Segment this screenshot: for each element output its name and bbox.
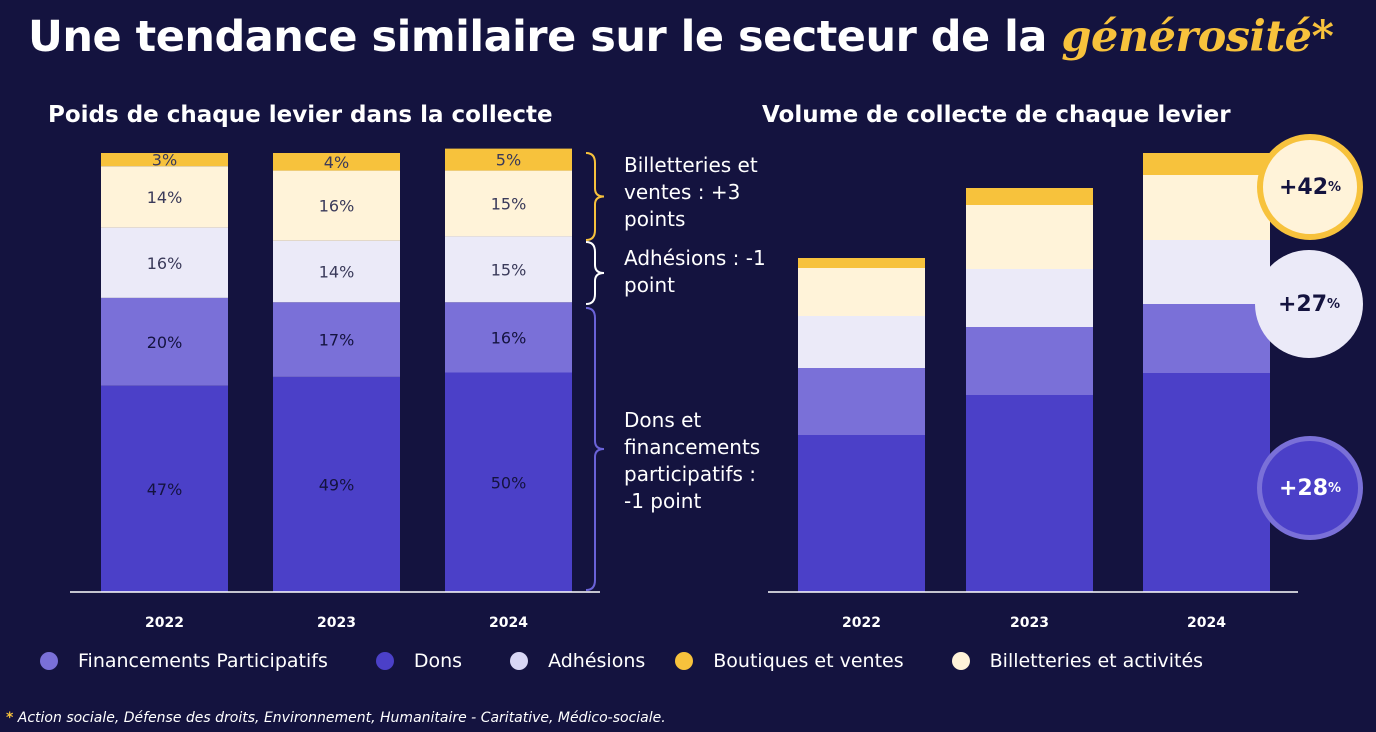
- legend-item: Financements Participatifs: [40, 650, 328, 672]
- data-label: 50%: [491, 473, 527, 492]
- bar-segment: [798, 435, 925, 592]
- legend: Financements Participatifs Dons Adhésion…: [40, 650, 1251, 672]
- legend-dot-icon: [375, 652, 394, 670]
- bar-segment: [445, 148, 572, 171]
- legend-dot-icon: [40, 652, 58, 670]
- footnote: * Action sociale, Défense des droits, En…: [6, 710, 666, 726]
- right-chart-title: Volume de collecte de chaque levier: [762, 102, 1231, 128]
- bar-segment: [445, 302, 572, 373]
- badge-28: +28%: [1257, 436, 1363, 540]
- data-label: 3%: [152, 151, 177, 170]
- bar-segment: [1143, 153, 1270, 175]
- data-label: 4%: [324, 153, 349, 172]
- badge-27: +27%: [1255, 250, 1363, 358]
- bar-segment: [445, 236, 572, 303]
- x-tick-label: 2024: [1187, 615, 1226, 631]
- legend-dot-icon: [675, 652, 694, 670]
- x-tick-label: 2024: [489, 615, 528, 631]
- bar-segment: [445, 372, 572, 592]
- title-highlight: générosité*: [1061, 12, 1334, 62]
- legend-item: Boutiques et ventes: [675, 650, 904, 672]
- left-chart-title: Poids de chaque levier dans la collecte: [48, 102, 553, 128]
- bar-segment: [445, 170, 572, 237]
- bar-segment: [273, 240, 400, 303]
- bar-segment: [966, 395, 1093, 592]
- page-title: Une tendance similaire sur le secteur de…: [28, 12, 1334, 62]
- bar-segment: [101, 153, 228, 167]
- brace: [585, 152, 605, 241]
- bar-segment: [966, 205, 1093, 269]
- legend-item: Dons: [375, 650, 462, 672]
- data-label: 16%: [147, 254, 183, 273]
- legend-dot-icon: [510, 652, 529, 670]
- bar-segment: [798, 316, 925, 368]
- brace: [585, 241, 605, 305]
- bar-segment: [101, 227, 228, 298]
- brace: [585, 307, 605, 591]
- bar-segment: [101, 385, 228, 592]
- data-label: 49%: [319, 475, 355, 494]
- data-label: 47%: [147, 480, 183, 499]
- data-label: 20%: [147, 333, 183, 352]
- bar-segment: [798, 268, 925, 316]
- badge-42: +42%: [1257, 134, 1363, 240]
- bar-segment: [273, 376, 400, 592]
- bar-segment: [101, 297, 228, 386]
- legend-item: Adhésions: [510, 650, 645, 672]
- bar-segment: [966, 188, 1093, 205]
- bar-segment: [966, 269, 1093, 327]
- legend-item: Billetteries et activités: [951, 650, 1203, 672]
- x-tick-label: 2022: [145, 615, 184, 631]
- bar-segment: [798, 368, 925, 435]
- data-label: 16%: [491, 328, 527, 347]
- annotation-billetteries: Billetteries et ventes : +3 points: [624, 153, 758, 231]
- data-label: 14%: [319, 263, 355, 282]
- annotation-dons: Dons et financements participatifs : -1 poi…: [624, 408, 761, 513]
- data-label: 5%: [496, 151, 521, 170]
- title-text: Une tendance similaire sur le secteur de…: [28, 12, 1062, 62]
- bar-segment: [966, 327, 1093, 395]
- x-tick-label: 2023: [317, 615, 356, 631]
- data-label: 16%: [319, 197, 355, 216]
- bar-segment: [273, 302, 400, 377]
- bar-segment: [273, 153, 400, 171]
- bar-segment: [798, 258, 925, 268]
- bar-segment: [273, 170, 400, 241]
- data-label: 15%: [491, 260, 527, 279]
- annotation-adhesions: Adhésions : -1 point: [624, 246, 766, 297]
- bar-segment: [101, 166, 228, 228]
- bar-segment: [1143, 240, 1270, 304]
- x-tick-label: 2023: [1010, 615, 1049, 631]
- bar-segment: [1143, 373, 1270, 592]
- bar-segment: [1143, 175, 1270, 240]
- data-label: 17%: [319, 331, 355, 350]
- legend-dot-icon: [951, 652, 970, 670]
- x-tick-label: 2022: [842, 615, 881, 631]
- data-label: 14%: [147, 188, 183, 207]
- bar-segment: [1143, 304, 1270, 373]
- data-label: 15%: [491, 194, 527, 213]
